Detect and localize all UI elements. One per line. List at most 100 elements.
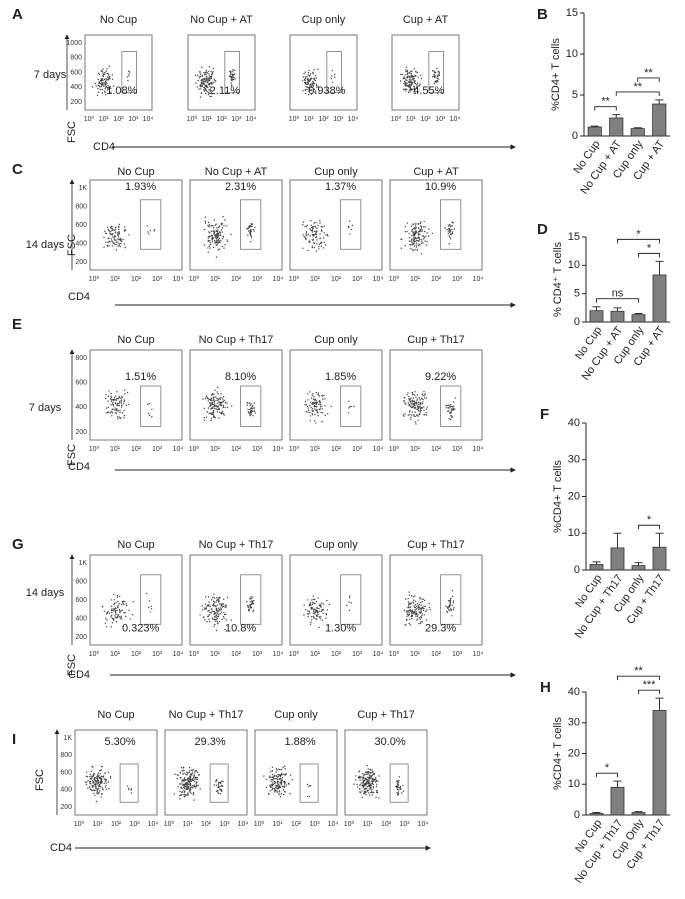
event-dot [111, 226, 112, 227]
event-dot [416, 400, 417, 401]
event-dot [423, 606, 424, 607]
event-dot [436, 68, 437, 69]
event-dot [211, 82, 212, 83]
event-dot [274, 778, 275, 779]
event-dot [376, 786, 377, 787]
event-dot [416, 402, 417, 403]
event-dot [366, 783, 367, 784]
event-dot [205, 596, 206, 597]
event-dot [414, 75, 415, 76]
event-dot [416, 227, 417, 228]
event-dot [292, 779, 293, 780]
event-dot [210, 404, 211, 405]
event-dot [305, 72, 306, 73]
plot-title: Cup + Th17 [407, 334, 465, 346]
event-dot [218, 783, 219, 784]
event-dot [130, 618, 131, 619]
event-dot [369, 777, 370, 778]
event-dot [367, 765, 368, 766]
event-dot [197, 777, 198, 778]
event-dot [349, 610, 350, 611]
event-dot [218, 417, 219, 418]
event-dot [303, 614, 304, 615]
event-dot [250, 404, 251, 405]
event-dot [452, 596, 453, 597]
event-dot [196, 770, 197, 771]
event-dot [100, 779, 101, 780]
significance-label: ** [644, 67, 653, 79]
event-dot [404, 624, 405, 625]
event-dot [310, 407, 311, 408]
event-dot [405, 226, 406, 227]
event-dot [414, 405, 415, 406]
event-dot [408, 605, 409, 606]
event-dot [211, 599, 212, 600]
event-dot [189, 784, 190, 785]
y-axis-label: FSC [66, 234, 78, 256]
event-dot [312, 81, 313, 82]
plot-title: No Cup + Th17 [169, 709, 244, 721]
event-dot [250, 596, 251, 597]
event-dot [102, 787, 103, 788]
event-dot [316, 239, 317, 240]
event-dot [118, 227, 119, 228]
event-dot [211, 76, 212, 77]
event-dot [432, 70, 433, 71]
event-dot [316, 234, 317, 235]
event-dot [214, 406, 215, 407]
event-dot [416, 242, 417, 243]
event-dot [218, 786, 219, 787]
event-dot [85, 782, 86, 783]
event-dot [362, 785, 363, 786]
event-dot [320, 606, 321, 607]
event-dot [274, 788, 275, 789]
event-dot [375, 797, 376, 798]
event-dot [420, 225, 421, 226]
event-dot [410, 609, 411, 610]
event-dot [437, 76, 438, 77]
bar-chart: B051015%CD4+ T cellsNo CupNo Cup + ATCup… [537, 6, 670, 197]
event-dot [222, 781, 223, 782]
x-tick-label: 10⁰ [189, 275, 200, 283]
event-dot [209, 612, 210, 613]
event-dot [419, 230, 420, 231]
plot-frame [90, 350, 182, 440]
event-dot [96, 790, 97, 791]
event-dot [117, 245, 118, 246]
event-dot [418, 402, 419, 403]
event-dot [252, 406, 253, 407]
event-dot [449, 606, 450, 607]
event-dot [416, 613, 417, 614]
event-dot [280, 778, 281, 779]
event-dot [322, 399, 323, 400]
event-dot [281, 793, 282, 794]
event-dot [313, 617, 314, 618]
event-dot [220, 782, 221, 783]
event-dot [412, 82, 413, 83]
event-dot [117, 405, 118, 406]
event-dot [101, 776, 102, 777]
event-dot [408, 76, 409, 77]
event-dot [428, 235, 429, 236]
event-dot [377, 792, 378, 793]
event-dot [98, 85, 99, 86]
event-dot [220, 609, 221, 610]
event-dot [405, 404, 406, 405]
event-dot [216, 779, 217, 780]
x-tick-label: 10⁴ [418, 821, 429, 828]
event-dot [281, 774, 282, 775]
event-dot [131, 792, 132, 793]
event-dot [375, 778, 376, 779]
event-dot [408, 82, 409, 83]
event-dot [195, 778, 196, 779]
event-dot [419, 244, 420, 245]
event-dot [105, 618, 106, 619]
event-dot [97, 95, 98, 96]
event-dot [363, 787, 364, 788]
event-dot [269, 777, 270, 778]
event-dot [396, 792, 397, 793]
event-dot [348, 407, 349, 408]
event-dot [306, 404, 307, 405]
x-axis-label: CD4 [50, 842, 72, 854]
event-dot [206, 607, 207, 608]
